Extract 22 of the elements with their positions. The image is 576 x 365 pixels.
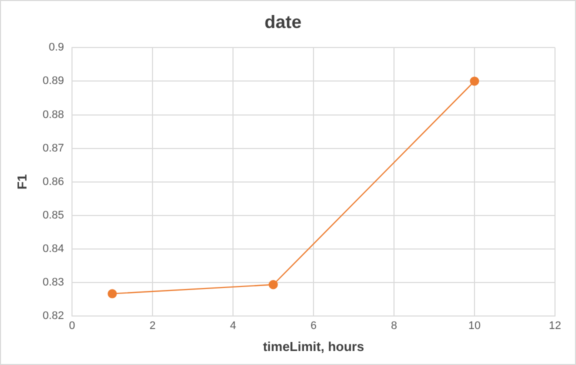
y-tick-label: 0.84 — [42, 243, 64, 256]
point — [470, 76, 480, 86]
y-tick-label: 0.9 — [48, 42, 64, 54]
x-tick-label: 4 — [230, 320, 236, 332]
y-tick-label: 0.88 — [42, 108, 64, 121]
x-tick-label: 10 — [468, 320, 481, 332]
y-tick-label: 0.86 — [42, 176, 64, 188]
y-tick-label: 0.82 — [42, 310, 64, 322]
x-tick-label: 12 — [548, 320, 562, 332]
x-tick-label: 8 — [390, 320, 398, 332]
chart-title: date — [264, 12, 302, 32]
x-tick-label: 0 — [68, 320, 76, 332]
y-tick-label: 0.87 — [42, 142, 64, 154]
point — [268, 280, 278, 290]
x-tick-label: 2 — [149, 320, 156, 332]
x-axis-title: timeLimit, hours — [262, 338, 364, 354]
x-tick-label: 6 — [310, 320, 317, 332]
y-axis-title: F1 — [14, 174, 30, 190]
point — [108, 289, 117, 298]
y-tick-label: 0.89 — [42, 75, 64, 88]
y-tick-label: 0.83 — [42, 276, 64, 289]
y-tick-label: 0.85 — [42, 210, 64, 222]
